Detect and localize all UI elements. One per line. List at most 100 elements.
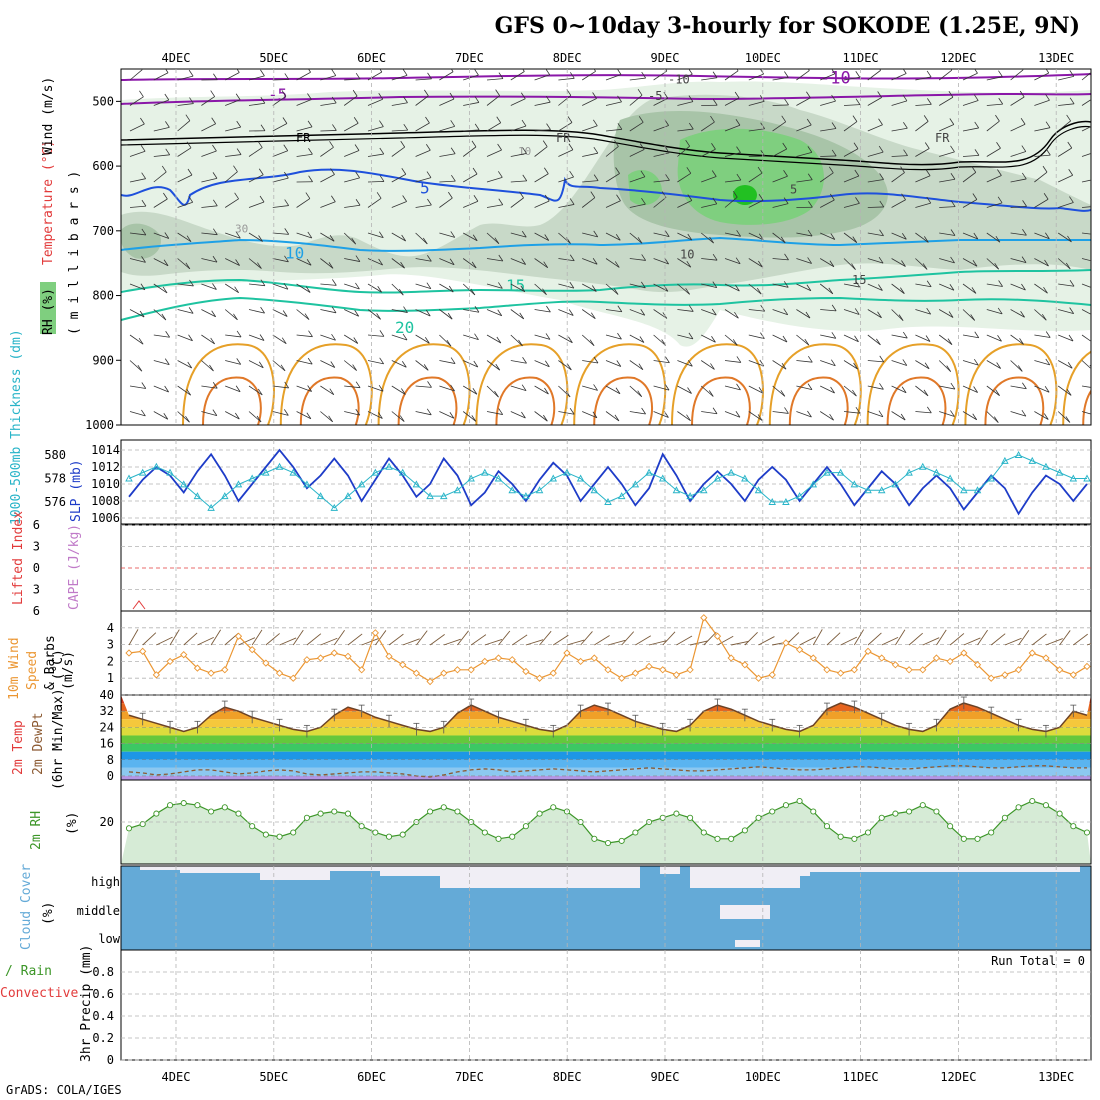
contour-label: 5 bbox=[420, 179, 430, 198]
wind-barb-10m bbox=[895, 629, 906, 646]
wind-barb-flag bbox=[260, 69, 265, 77]
wind-barb bbox=[938, 360, 951, 372]
wind-barb bbox=[367, 283, 382, 293]
wind-barb bbox=[558, 77, 575, 81]
wind-barb bbox=[153, 283, 168, 294]
wind-barb bbox=[701, 176, 717, 183]
precip-tick-label: 0.6 bbox=[92, 987, 114, 1001]
wind-barb-flag bbox=[164, 385, 169, 393]
thickness-point bbox=[987, 474, 995, 482]
cape-label: CAPE (J/kg) bbox=[67, 524, 82, 610]
wind-barb bbox=[129, 360, 143, 372]
wind-barb bbox=[772, 203, 789, 208]
wind-speed-point bbox=[453, 666, 462, 674]
wind-barb-flag bbox=[592, 258, 598, 265]
wind-barb-flag bbox=[947, 338, 953, 345]
wind-barb bbox=[843, 258, 856, 270]
wind-barb bbox=[177, 360, 192, 369]
wind-speed-point bbox=[604, 666, 612, 674]
thickness-point bbox=[877, 486, 886, 494]
wind-barb-flag bbox=[257, 141, 263, 148]
wind-barb-10m bbox=[580, 631, 593, 646]
wind-barb bbox=[201, 283, 217, 290]
wind-barb bbox=[534, 360, 550, 368]
wind-barb-10m bbox=[703, 631, 717, 646]
wind-barb-flag bbox=[188, 69, 194, 77]
wind-barb bbox=[1010, 232, 1027, 236]
wind-barb bbox=[939, 309, 954, 318]
wind-barb-flag bbox=[877, 91, 882, 98]
thickness-point bbox=[371, 468, 380, 476]
wind-barb bbox=[748, 199, 764, 208]
wind-barb bbox=[367, 71, 383, 81]
wind-barb-flag bbox=[331, 96, 337, 104]
wind-barb bbox=[653, 197, 667, 208]
wind-barb-flag bbox=[732, 190, 738, 198]
wind-barb-flag bbox=[1091, 91, 1095, 97]
wind-barb-flag bbox=[212, 409, 218, 416]
wind-barb bbox=[225, 258, 240, 266]
wind-barb-flag bbox=[784, 71, 789, 78]
wind-barb bbox=[224, 198, 239, 208]
wind-speed-point bbox=[672, 671, 681, 679]
wind-barb-flag bbox=[474, 306, 480, 313]
wind-barb bbox=[177, 385, 191, 396]
contour-label: 10 bbox=[680, 247, 694, 261]
wind-barb bbox=[772, 385, 786, 397]
cloud-mid-gap bbox=[720, 905, 770, 919]
wind-barb bbox=[391, 102, 408, 106]
wind-barb bbox=[320, 130, 337, 132]
wind-barb bbox=[582, 360, 599, 364]
wind-barb bbox=[748, 73, 764, 81]
wind-barb-flag bbox=[1094, 200, 1098, 206]
wind-barb-flag bbox=[806, 91, 811, 98]
wind-barb-flag bbox=[1092, 118, 1096, 124]
thickness-point bbox=[960, 486, 968, 494]
wind-barb-flag bbox=[187, 361, 193, 369]
wind-barb bbox=[344, 78, 361, 81]
wind-barb-10m bbox=[566, 639, 585, 646]
wind-barb bbox=[201, 232, 218, 236]
thickness-point bbox=[768, 498, 776, 505]
wind-barb-flag bbox=[283, 282, 289, 290]
wind-barb-flag bbox=[306, 259, 312, 266]
wind-barb-flag bbox=[641, 197, 646, 205]
wind-barb-flag bbox=[711, 143, 716, 150]
wind-barb bbox=[129, 411, 146, 417]
wind-barb bbox=[1034, 72, 1049, 81]
wind-speed-point bbox=[1069, 671, 1077, 679]
wind-barb-flag bbox=[398, 288, 404, 296]
wind-barb-flag bbox=[399, 415, 405, 422]
wind-barb-flag bbox=[186, 235, 192, 242]
wind-barb bbox=[700, 385, 714, 397]
wind-barb-flag bbox=[212, 228, 218, 235]
wind-barb bbox=[915, 121, 929, 132]
wind-barb bbox=[153, 258, 169, 267]
wind-barb-flag bbox=[236, 358, 242, 365]
temp-tick-label: 40 bbox=[100, 688, 114, 702]
wind-barb-10m bbox=[676, 635, 693, 646]
wind-barb bbox=[891, 73, 907, 81]
wind-barb-flag bbox=[569, 170, 574, 178]
wind-barb-flag bbox=[331, 306, 337, 314]
rh-point bbox=[481, 829, 488, 836]
wind-barb-flag bbox=[141, 382, 147, 389]
wind-barb-flag bbox=[735, 411, 741, 418]
wind-barb-10m bbox=[320, 637, 338, 646]
wind-barb-flag bbox=[735, 257, 741, 264]
rh-point bbox=[125, 825, 133, 832]
wind-barb-flag bbox=[141, 172, 146, 179]
wind-barb bbox=[986, 76, 1003, 81]
wind-barb-flag bbox=[712, 253, 718, 261]
wind-barb bbox=[939, 232, 956, 236]
wind-barb-flag bbox=[1066, 114, 1071, 122]
wind-barb bbox=[248, 411, 262, 423]
wind-barb-flag bbox=[1067, 362, 1073, 369]
wind-barb-flag bbox=[498, 72, 504, 79]
wind-barb-flag bbox=[235, 385, 241, 392]
wind-barb-10m bbox=[498, 630, 511, 646]
wind-barb bbox=[558, 232, 571, 244]
wind-speed-point bbox=[248, 646, 256, 654]
wind-barb bbox=[1057, 385, 1072, 396]
wind-barb-flag bbox=[520, 92, 526, 99]
